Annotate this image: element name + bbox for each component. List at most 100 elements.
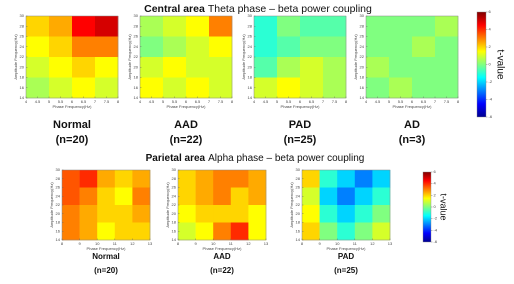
x-tick-label: 13 bbox=[264, 241, 269, 246]
heat-cell bbox=[79, 170, 98, 188]
colorbar-tick-label: 4 bbox=[434, 181, 437, 186]
y-tick-label: 14 bbox=[56, 237, 61, 242]
heat-cell bbox=[435, 77, 459, 99]
x-tick-label: 7.5 bbox=[104, 99, 110, 104]
heat-cell bbox=[412, 77, 436, 99]
x-tick-label: 5 bbox=[162, 99, 165, 104]
heat-cell bbox=[323, 77, 347, 99]
y-tick-label: 14 bbox=[20, 95, 25, 100]
x-axis-label: Phase Frequency(Hz) bbox=[53, 104, 93, 109]
heat-cell bbox=[132, 222, 151, 241]
heat-cell bbox=[337, 205, 356, 223]
heat-cell bbox=[389, 57, 413, 78]
colorbar bbox=[476, 11, 487, 118]
colorbar-tick-label: -2 bbox=[489, 79, 493, 84]
heat-cell bbox=[412, 16, 436, 37]
heat-cell bbox=[186, 77, 210, 99]
heat-cell bbox=[97, 187, 116, 206]
x-tick-label: 8 bbox=[457, 99, 460, 104]
y-tick-label: 24 bbox=[172, 193, 177, 198]
heat-cell bbox=[300, 57, 324, 78]
x-tick-label: 6.5 bbox=[309, 99, 315, 104]
heat-cell bbox=[230, 205, 249, 223]
heat-cell bbox=[230, 170, 249, 188]
x-tick-label: 11 bbox=[353, 241, 358, 246]
y-tick-label: 24 bbox=[20, 44, 25, 49]
heat-cell bbox=[49, 77, 73, 99]
y-tick-label: 14 bbox=[248, 95, 253, 100]
heat-cell bbox=[254, 36, 278, 58]
heat-cell bbox=[389, 36, 413, 58]
colorbar-tick-label: 4 bbox=[489, 27, 492, 32]
y-tick-label: 28 bbox=[134, 23, 139, 28]
y-tick-label: 20 bbox=[296, 211, 301, 216]
x-tick-label: 10 bbox=[211, 241, 216, 246]
x-tick-label: 13 bbox=[388, 241, 393, 246]
x-tick-label: 9 bbox=[318, 241, 321, 246]
heat-cell bbox=[389, 77, 413, 99]
y-tick-label: 22 bbox=[360, 54, 365, 59]
x-tick-label: 6 bbox=[185, 99, 188, 104]
y-tick-label: 22 bbox=[20, 54, 25, 59]
heat-cell bbox=[72, 57, 96, 78]
heat-cell bbox=[254, 16, 278, 37]
heat-cell bbox=[337, 187, 356, 206]
y-tick-label: 26 bbox=[360, 34, 365, 39]
y-axis-label: Amplitude Frequency(Hz) bbox=[127, 34, 132, 80]
x-tick-label: 13 bbox=[148, 241, 153, 246]
heat-cell bbox=[132, 187, 151, 206]
heat-cell bbox=[277, 57, 301, 78]
x-axis-label: Phase Frequency(Hz) bbox=[167, 104, 207, 109]
heat-cell bbox=[302, 205, 320, 223]
group-n: (n=20) bbox=[56, 134, 89, 146]
x-tick-label: 4.5 bbox=[263, 99, 269, 104]
x-axis-label: Phase Frequency(Hz) bbox=[281, 104, 321, 109]
heat-cell bbox=[95, 36, 119, 58]
heat-cell bbox=[372, 170, 391, 188]
y-tick-label: 26 bbox=[56, 185, 61, 190]
heat-cell bbox=[300, 77, 324, 99]
x-tick-label: 8 bbox=[231, 99, 234, 104]
x-tick-label: 7 bbox=[94, 99, 97, 104]
y-tick-label: 26 bbox=[172, 185, 177, 190]
colorbar-tick-label: 0 bbox=[489, 62, 492, 67]
heat-cell bbox=[114, 205, 133, 223]
y-axis-label: Amplitude Frequency(Hz) bbox=[241, 34, 246, 80]
x-tick-label: 4.5 bbox=[35, 99, 41, 104]
x-axis-label: Phase Frequency(Hz) bbox=[87, 246, 127, 251]
x-tick-label: 7 bbox=[434, 99, 437, 104]
heat-cell bbox=[49, 36, 73, 58]
y-tick-label: 18 bbox=[296, 220, 301, 225]
y-tick-label: 28 bbox=[172, 176, 177, 181]
heat-cell bbox=[195, 222, 214, 241]
x-tick-label: 7.5 bbox=[332, 99, 338, 104]
x-tick-label: 5 bbox=[276, 99, 279, 104]
x-axis-label: Phase Frequency(Hz) bbox=[327, 246, 367, 251]
y-tick-label: 22 bbox=[56, 202, 61, 207]
heat-cell bbox=[178, 222, 196, 241]
heat-cell bbox=[354, 222, 373, 241]
heat-cell bbox=[62, 205, 80, 223]
heat-cell bbox=[213, 222, 232, 241]
y-tick-label: 26 bbox=[20, 34, 25, 39]
heat-cell bbox=[195, 205, 214, 223]
y-tick-label: 20 bbox=[360, 64, 365, 69]
heat-cell bbox=[209, 16, 233, 37]
heat-cell bbox=[114, 222, 133, 241]
group-name: AAD bbox=[213, 252, 231, 261]
heat-cell bbox=[254, 57, 278, 78]
y-tick-label: 30 bbox=[248, 13, 253, 18]
heat-cell bbox=[72, 36, 96, 58]
x-tick-label: 12 bbox=[370, 241, 375, 246]
heat-cell bbox=[97, 222, 116, 241]
heat-cell bbox=[95, 16, 119, 37]
colorbar bbox=[422, 171, 432, 243]
x-tick-label: 7 bbox=[322, 99, 325, 104]
y-tick-label: 24 bbox=[248, 44, 253, 49]
heat-cell bbox=[323, 57, 347, 78]
heat-cell bbox=[366, 16, 390, 37]
x-tick-label: 6.5 bbox=[81, 99, 87, 104]
x-tick-label: 11 bbox=[229, 241, 234, 246]
x-tick-label: 7 bbox=[208, 99, 211, 104]
x-tick-label: 9 bbox=[194, 241, 197, 246]
